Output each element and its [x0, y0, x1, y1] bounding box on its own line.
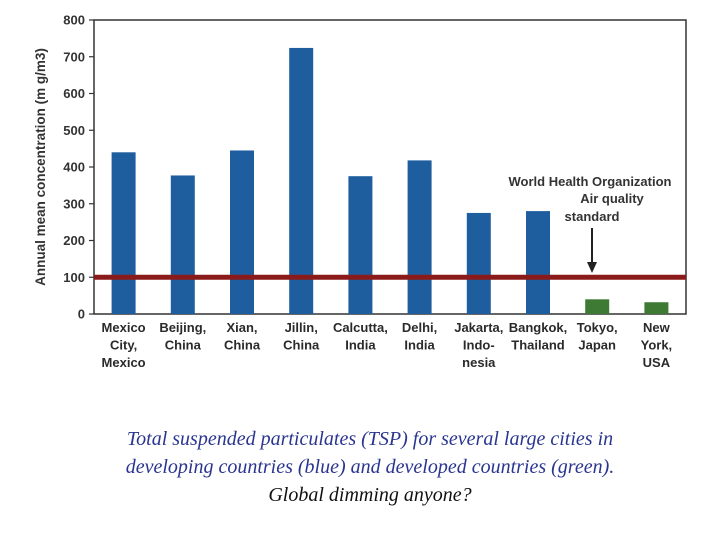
annotation-line: Air quality — [580, 191, 644, 206]
x-tick-label: Xian, China — [224, 320, 261, 353]
x-tick-label: Bangkok, Thailand — [509, 320, 568, 353]
caption-line-2: developing countries (blue) and develope… — [125, 456, 615, 478]
bar — [230, 150, 254, 314]
x-tick-label: New York, USA — [641, 320, 673, 370]
bar — [407, 160, 432, 314]
bar — [526, 211, 550, 314]
figure-caption: Total suspended particulates (TSP) for s… — [40, 425, 700, 509]
bar — [170, 175, 195, 314]
y-tick-label: 300 — [63, 196, 85, 211]
bar — [466, 212, 491, 314]
x-axis-categories: Mexico City, Mexico Beijing, China Xian, China… — [102, 320, 673, 370]
annotation-line: standard — [565, 209, 620, 224]
y-axis-ticks: 0 100 200 300 400 500 600 700 800 — [63, 13, 94, 322]
y-tick-label: 200 — [63, 233, 85, 248]
x-tick-label: Jillin, China — [283, 320, 320, 353]
y-tick-label: 800 — [63, 13, 85, 28]
y-axis-label: Annual mean concentration (m g/m3) — [33, 48, 48, 286]
x-tick-label: Tokyo, Japan — [577, 320, 618, 353]
caption-line-3: Global dimming anyone? — [268, 484, 472, 506]
bar — [644, 302, 669, 314]
y-tick-label: 500 — [63, 123, 85, 138]
bar — [585, 299, 610, 314]
caption-line-1: Total suspended particulates (TSP) for s… — [126, 428, 614, 450]
x-tick-label: Beijing, China — [159, 320, 206, 353]
x-tick-label: Mexico City, Mexico — [102, 320, 146, 370]
x-tick-label: Calcutta, India — [333, 320, 388, 353]
x-tick-label: Jakarta, Indo-nesia — [454, 320, 503, 370]
who-standard-annotation: World Health Organization Air quality stan… — [509, 174, 672, 224]
y-tick-label: 100 — [63, 270, 85, 285]
y-tick-label: 400 — [63, 160, 85, 175]
annotation-line: World Health Organization — [509, 174, 672, 189]
tsp-bar-chart: 0 100 200 300 400 500 600 700 800 Annual mean co… — [33, 13, 687, 370]
x-tick-label: Delhi, India — [402, 320, 437, 353]
bar — [289, 47, 314, 315]
y-tick-label: 600 — [63, 86, 85, 101]
annotation-arrow — [587, 228, 597, 273]
y-tick-label: 0 — [78, 307, 85, 322]
bar — [348, 176, 373, 314]
bar — [111, 152, 136, 314]
y-tick-label: 700 — [63, 49, 85, 64]
bars — [111, 47, 669, 315]
